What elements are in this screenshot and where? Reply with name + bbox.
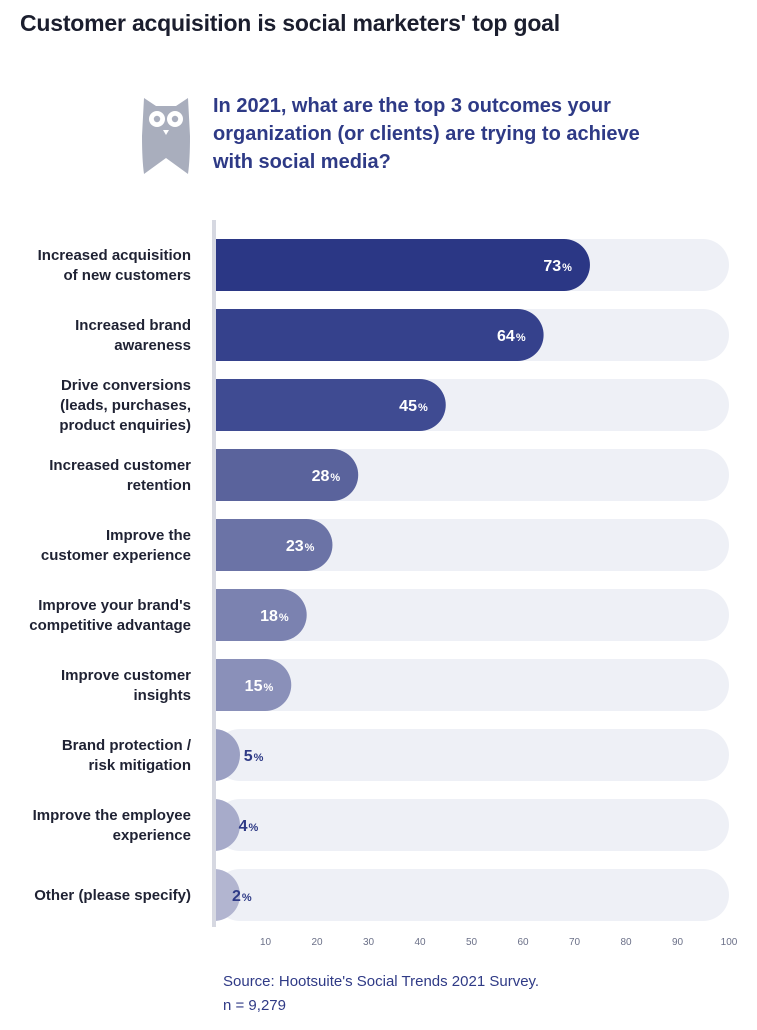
data-label: 5% xyxy=(244,748,264,765)
bar xyxy=(214,449,359,501)
x-tick-label: 20 xyxy=(311,937,323,948)
bar xyxy=(214,799,240,851)
bar-track xyxy=(214,589,729,641)
category-label: Improve the employee experience xyxy=(33,807,191,844)
category-label: Increased customer retention xyxy=(49,457,191,494)
x-tick-label: 40 xyxy=(414,937,426,948)
category-label: Improve the customer experience xyxy=(41,527,191,564)
category-label: Drive conversions (leads, purchases, produ… xyxy=(59,377,191,434)
bar xyxy=(214,379,446,431)
x-tick-label: 10 xyxy=(260,937,272,948)
question-line: organization (or clients) are trying to … xyxy=(213,123,640,145)
data-label: 4% xyxy=(239,818,259,835)
owl-logo-icon xyxy=(142,98,190,174)
data-label: 45% xyxy=(399,398,428,415)
y-axis-line xyxy=(212,220,216,927)
category-label: Brand protection / risk mitigation xyxy=(62,737,192,774)
bar xyxy=(214,729,240,781)
category-label: Improve your brand's competitive advantag… xyxy=(29,597,191,634)
bar-track xyxy=(214,869,729,921)
bar xyxy=(214,659,292,711)
category-label: Increased brand awareness xyxy=(75,317,191,354)
data-label: 18% xyxy=(260,608,289,625)
bar xyxy=(214,519,333,571)
data-label: 2% xyxy=(232,888,252,905)
data-label: 73% xyxy=(543,258,572,275)
bar xyxy=(214,869,240,921)
data-label: 23% xyxy=(286,538,315,555)
x-tick-label: 30 xyxy=(363,937,375,948)
bar xyxy=(214,589,307,641)
x-tick-label: 80 xyxy=(620,937,632,948)
bar-track xyxy=(214,519,729,571)
bar-track xyxy=(214,729,729,781)
category-label: Other (please specify) xyxy=(34,887,191,904)
bar-chart: 73% Increased acquisition of new customers… xyxy=(29,220,738,948)
question-line: In 2021, what are the top 3 outcomes you… xyxy=(213,95,611,117)
bar xyxy=(214,239,590,291)
x-tick-label: 50 xyxy=(466,937,478,948)
source-note: Source: Hootsuite's Social Trends 2021 S… xyxy=(223,970,539,1018)
bar xyxy=(214,309,544,361)
x-tick-label: 90 xyxy=(672,937,684,948)
question-line: with social media? xyxy=(213,151,391,173)
x-tick-label: 100 xyxy=(721,937,738,948)
data-label: 15% xyxy=(245,678,274,695)
page-title: Customer acquisition is social marketers… xyxy=(20,10,560,36)
bar-track xyxy=(214,799,729,851)
data-label: 64% xyxy=(497,328,526,345)
category-label: Increased acquisition of new customers xyxy=(38,247,191,284)
x-tick-label: 60 xyxy=(517,937,529,948)
data-label: 28% xyxy=(312,468,341,485)
x-tick-label: 70 xyxy=(569,937,581,948)
category-label: Improve customer insights xyxy=(61,667,191,704)
bar-track xyxy=(214,659,729,711)
source-line: Source: Hootsuite's Social Trends 2021 S… xyxy=(223,973,540,990)
survey-question: In 2021, what are the top 3 outcomes you… xyxy=(213,92,733,176)
sample-size: n = 9,279 xyxy=(223,997,286,1014)
